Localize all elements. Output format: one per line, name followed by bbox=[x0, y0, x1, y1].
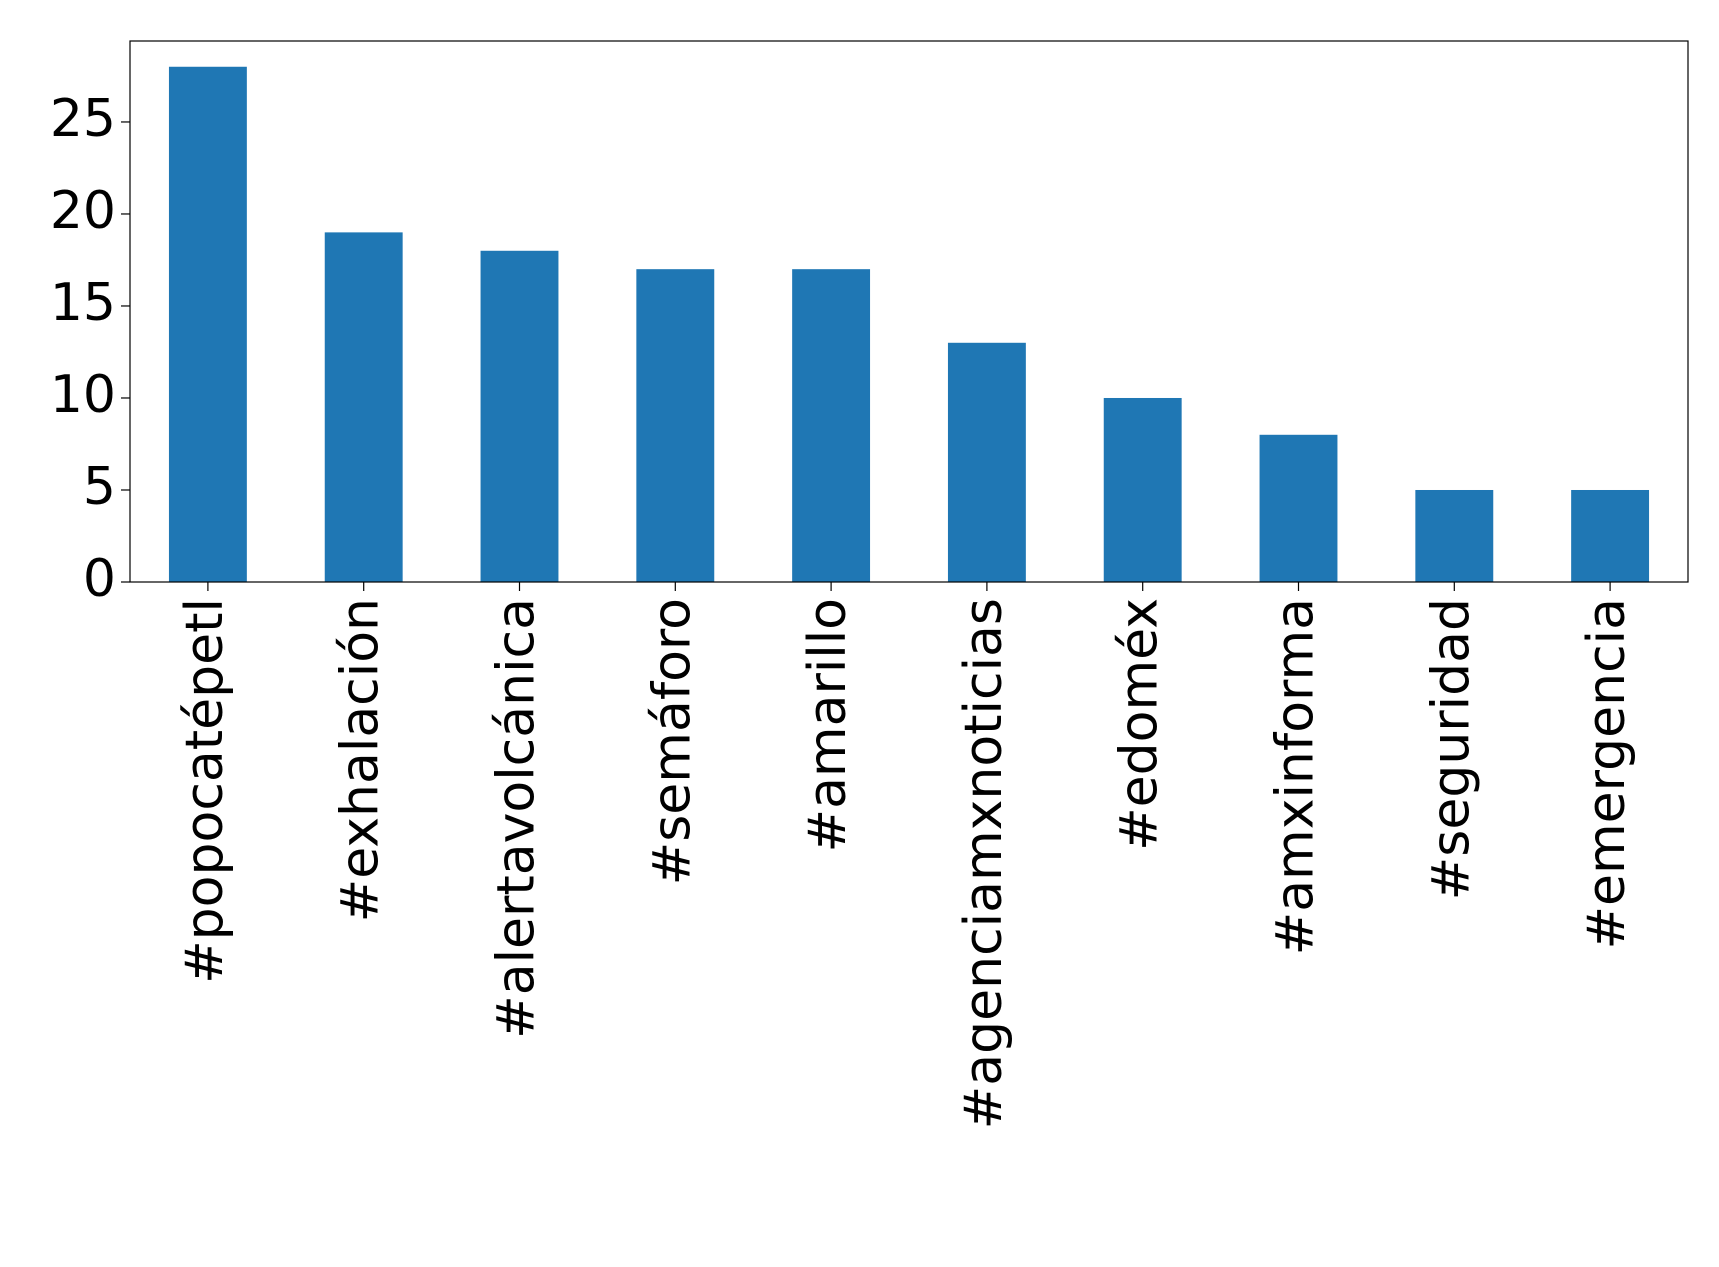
y-tick-label: 0 bbox=[83, 549, 116, 609]
x-tick-label: #amarillo bbox=[798, 598, 858, 853]
bar bbox=[168, 66, 247, 582]
bar bbox=[1103, 397, 1182, 582]
bar bbox=[792, 269, 871, 582]
bar bbox=[1415, 489, 1494, 582]
x-tick-label: #exhalación bbox=[331, 598, 391, 922]
plot-frame bbox=[129, 40, 1689, 583]
x-tick-label: #edoméx bbox=[1110, 598, 1170, 851]
bar bbox=[480, 250, 559, 582]
y-tick-label: 15 bbox=[50, 273, 116, 333]
x-tick-label: #semáforo bbox=[642, 598, 702, 885]
y-tick-label: 25 bbox=[50, 89, 116, 149]
x-tick-label: #seguridad bbox=[1421, 598, 1481, 900]
y-tick-label: 20 bbox=[50, 181, 116, 241]
y-tick-label: 5 bbox=[83, 457, 116, 517]
bar bbox=[324, 232, 403, 582]
bar bbox=[947, 342, 1026, 582]
x-tick-label: #amxinforma bbox=[1266, 598, 1326, 955]
y-tick-label: 10 bbox=[50, 365, 116, 425]
x-tick-label: #alertavolcánica bbox=[487, 598, 547, 1039]
x-tick-label: #popocatépetl bbox=[175, 598, 235, 984]
bar bbox=[636, 269, 715, 582]
bar bbox=[1259, 434, 1338, 582]
bar bbox=[1571, 489, 1650, 582]
x-tick-label: #agenciamxnoticias bbox=[954, 598, 1014, 1129]
x-tick-label: #emergencia bbox=[1577, 598, 1637, 950]
